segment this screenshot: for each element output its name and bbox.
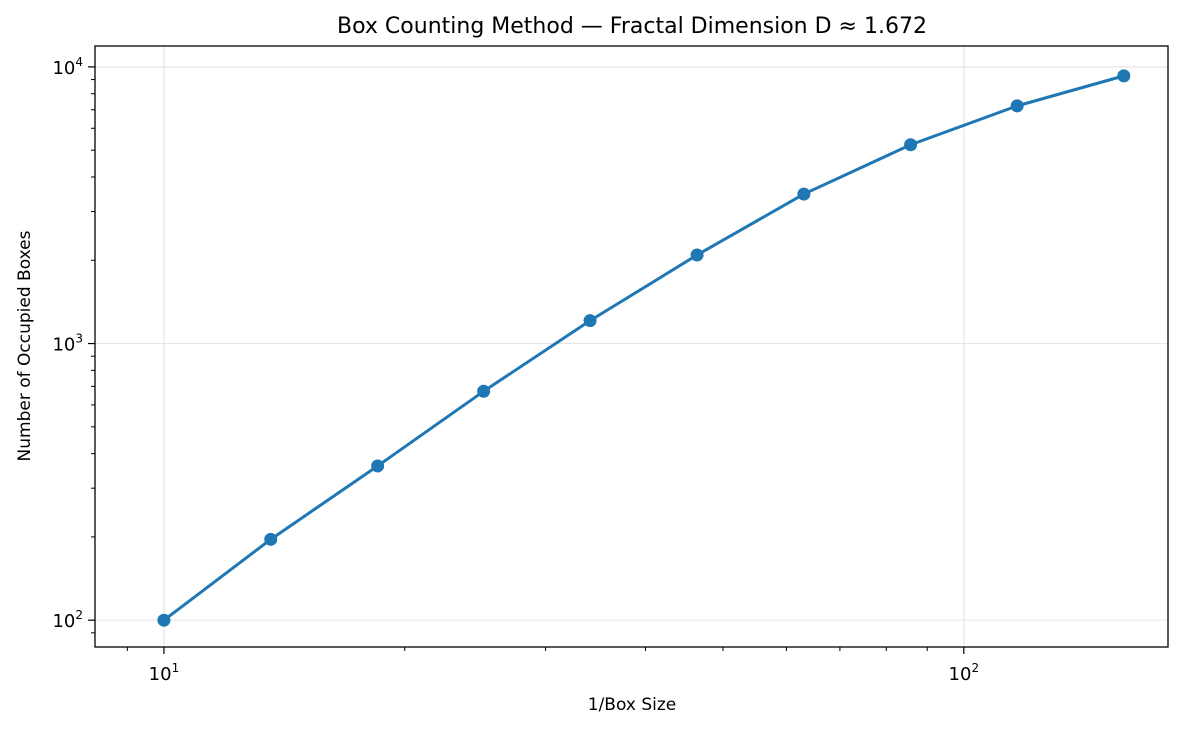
y-tick-label: 104 xyxy=(52,55,83,79)
data-point xyxy=(477,384,491,398)
minor-ticks xyxy=(91,79,928,651)
data-point xyxy=(371,459,385,473)
data-point xyxy=(1117,69,1131,83)
data-point xyxy=(583,314,597,328)
chart-title: Box Counting Method — Fractal Dimension … xyxy=(337,14,927,39)
x-axis-label: 1/Box Size xyxy=(588,695,676,715)
data-point xyxy=(690,248,704,262)
data-point xyxy=(1010,99,1024,113)
data-point xyxy=(904,138,918,152)
data-point xyxy=(157,613,171,627)
y-axis-label: Number of Occupied Boxes xyxy=(15,230,35,461)
plot-frame xyxy=(94,45,1169,648)
series-layer xyxy=(157,69,1131,627)
data-point xyxy=(797,187,811,201)
grid xyxy=(95,46,1168,647)
data-point xyxy=(264,532,278,546)
series-line xyxy=(162,74,1126,622)
